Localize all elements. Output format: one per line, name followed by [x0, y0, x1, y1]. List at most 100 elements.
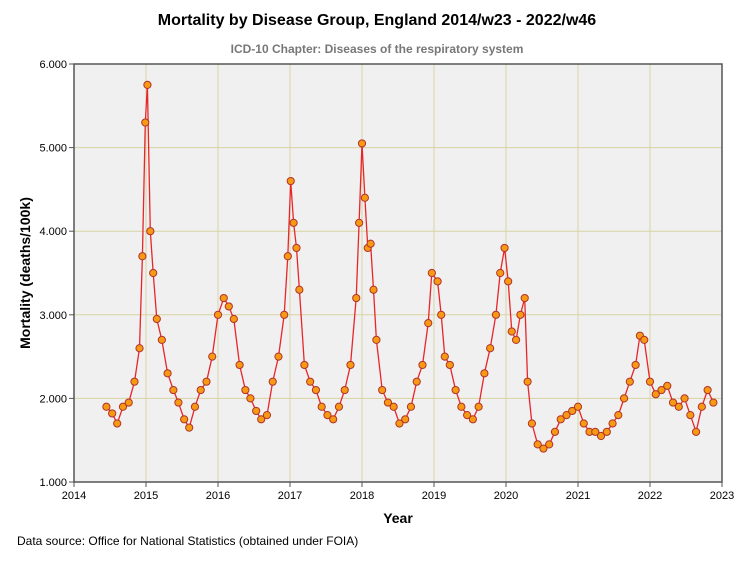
data-point: [520, 293, 529, 303]
y-tick-label: 3.000: [39, 310, 67, 322]
data-point: [680, 394, 689, 403]
data-point: [602, 427, 611, 436]
x-tick-label: 2022: [638, 490, 662, 502]
data-point: [257, 415, 266, 424]
data-point: [280, 310, 289, 319]
data-point: [163, 369, 172, 378]
data-point: [556, 415, 565, 424]
data-point: [355, 218, 364, 227]
data-point: [668, 398, 678, 407]
data-point: [317, 402, 326, 411]
data-point: [124, 398, 133, 407]
data-point: [196, 385, 205, 395]
data-point: [135, 344, 144, 353]
x-tick-label: 2015: [134, 490, 158, 502]
data-point: [412, 377, 421, 386]
data-point: [457, 402, 466, 411]
data-point: [562, 411, 571, 420]
data-point: [246, 394, 255, 403]
x-tick-label: 2017: [278, 490, 302, 502]
data-point: [550, 427, 560, 436]
data-point: [329, 415, 338, 424]
data-point: [504, 277, 513, 286]
plot-border: [73, 63, 723, 483]
data-point: [496, 268, 505, 278]
data-point: [608, 419, 617, 428]
x-tick-label: 2019: [422, 490, 446, 502]
data-point: [491, 310, 501, 319]
data-point: [295, 285, 304, 294]
data-point: [651, 390, 660, 399]
data-point: [401, 415, 410, 424]
data-point: [360, 193, 369, 202]
data-point: [440, 352, 449, 361]
data-point: [625, 377, 634, 386]
data-point: [262, 411, 272, 420]
data-point: [395, 419, 404, 428]
data-point: [292, 243, 301, 253]
data-point: [152, 314, 161, 324]
data-point: [378, 385, 387, 395]
data-point: [433, 277, 442, 286]
data-point: [143, 80, 152, 90]
data-point: [703, 385, 712, 395]
data-point: [640, 335, 649, 344]
data-point: [149, 268, 158, 278]
x-tick-label: 2020: [494, 490, 518, 502]
data-point: [389, 402, 398, 411]
data-point: [691, 427, 701, 436]
data-point: [511, 335, 521, 344]
data-point: [235, 360, 244, 370]
data-point: [372, 335, 381, 344]
x-tick-label: 2016: [206, 490, 230, 502]
data-point: [346, 360, 355, 370]
data-point: [573, 402, 583, 411]
data-point: [591, 427, 600, 436]
data-point: [383, 398, 393, 407]
data-point: [185, 423, 194, 432]
data-points: [102, 80, 718, 453]
data-point: [224, 302, 233, 311]
data-point: [357, 139, 367, 148]
axes: 2014 2015 2016 2017 2018 2019 2020 2021 2022 2023…: [39, 59, 734, 502]
x-tick-label: 2021: [566, 490, 590, 502]
data-point: [118, 402, 128, 411]
data-point: [311, 385, 321, 395]
data-point: [180, 415, 189, 424]
data-point: [480, 369, 489, 378]
data-point: [474, 402, 483, 411]
x-tick-label: 2023: [710, 490, 734, 502]
data-point: [709, 398, 718, 407]
data-point: [437, 310, 446, 319]
y-tick-label: 2.000: [39, 393, 67, 405]
data-point: [614, 411, 623, 420]
data-point: [539, 444, 548, 453]
x-axis-label: Year: [383, 510, 413, 526]
data-point: [141, 118, 150, 127]
data-point: [130, 377, 139, 386]
data-point: [468, 415, 477, 424]
data-point: [568, 406, 577, 416]
data-point: [169, 385, 178, 395]
data-point: [268, 377, 277, 386]
data-point: [369, 285, 378, 294]
x-tick-label: 2018: [350, 490, 374, 502]
data-point: [108, 409, 117, 418]
y-tick-label: 5.000: [39, 143, 67, 155]
data-point: [418, 360, 427, 370]
data-point: [146, 227, 155, 236]
data-point: [686, 411, 695, 420]
data-point: [202, 377, 211, 386]
data-point: [523, 377, 532, 386]
data-point: [463, 411, 472, 420]
data-source-note: Data source: Office for National Statist…: [17, 534, 359, 548]
data-point: [697, 402, 706, 411]
data-point: [213, 310, 223, 319]
data-point: [340, 385, 349, 395]
data-point: [507, 327, 516, 336]
data-point: [323, 411, 332, 420]
data-point: [657, 385, 666, 395]
data-point: [427, 268, 436, 278]
data-point: [300, 360, 309, 370]
